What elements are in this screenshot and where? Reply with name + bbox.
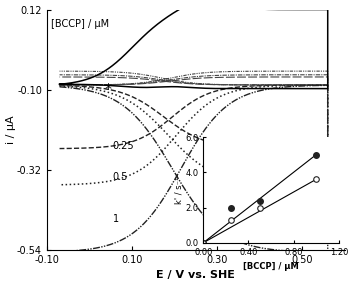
Text: 0.25: 0.25: [113, 141, 135, 151]
Text: 0.5: 0.5: [113, 172, 128, 182]
X-axis label: E / V vs. SHE: E / V vs. SHE: [156, 271, 235, 281]
Text: *: *: [105, 82, 112, 96]
Text: 1: 1: [113, 214, 119, 224]
Text: [BCCP] / μM: [BCCP] / μM: [51, 19, 109, 29]
Y-axis label: i / μA: i / μA: [6, 116, 16, 144]
